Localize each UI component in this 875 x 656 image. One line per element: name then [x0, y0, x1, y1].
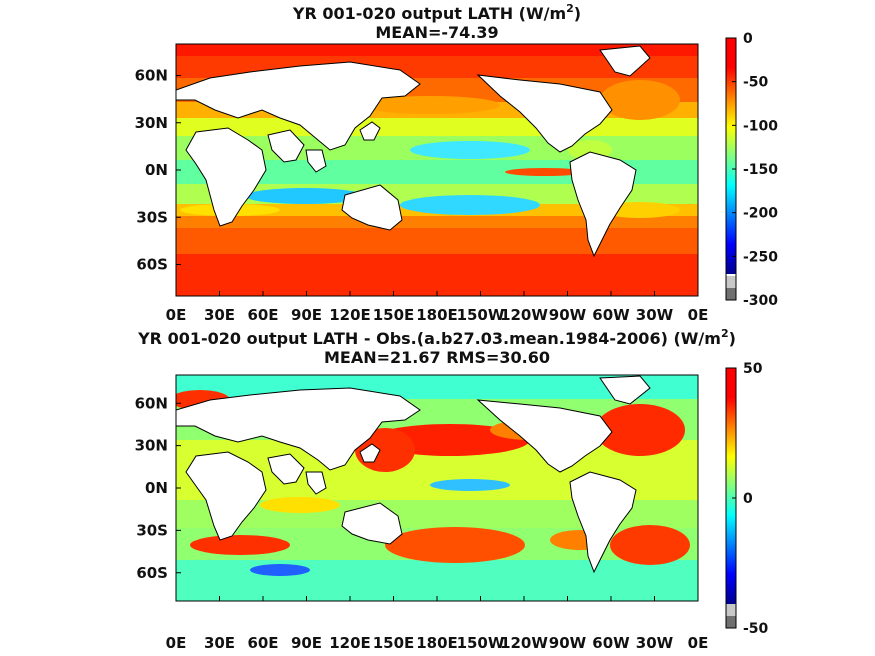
colorbar-tick-label: 0 [743, 31, 753, 47]
x-tick-label: 150W [457, 306, 505, 324]
colorbar-tick-label: -250 [743, 249, 778, 265]
x-tick-label: 60E [247, 634, 278, 652]
colorbar-tick-label: 50 [743, 361, 763, 377]
x-tick-label: 60E [247, 306, 278, 324]
x-tick-label: 60W [592, 306, 630, 324]
x-tick-label: 90E [291, 306, 322, 324]
y-tick-label: 0N [145, 479, 168, 497]
colorbar-ticks: 50 0 -50 [732, 361, 769, 637]
y-tick-label: 60S [136, 564, 168, 582]
y-tick-label: 0N [145, 161, 168, 179]
y-tick-label: 30N [135, 114, 168, 132]
x-tick-label: 180E [416, 306, 458, 324]
colorbar-swatch-darkgray [726, 288, 736, 300]
colorbar-swatch-lightgray [726, 276, 736, 288]
y-tick-label: 30S [136, 521, 168, 539]
land-mask [176, 45, 651, 258]
panel-top: YR 001-020 output LATH (W/m2) MEAN=-74.3… [135, 2, 779, 324]
x-tick-label: 0E [166, 306, 187, 324]
x-tick-label: 150E [373, 306, 415, 324]
chart-title: YR 001-020 output LATH - Obs.(a.b27.03.m… [137, 327, 736, 348]
x-tick-label: 120E [329, 306, 371, 324]
x-tick-label: 60W [592, 634, 630, 652]
colorbar-swatch-darkgray [726, 616, 736, 628]
x-tick-label: 30W [636, 306, 674, 324]
y-tick-label: 60S [136, 256, 168, 274]
x-tick-label: 0E [688, 634, 709, 652]
colorbar-tick-label: -300 [743, 293, 778, 309]
x-tick-label: 120W [500, 634, 548, 652]
x-tick-label: 90W [549, 634, 587, 652]
colorbar-tick-label: -100 [743, 118, 778, 134]
colorbar-swatch-lightgray [726, 604, 736, 616]
colorbar-ticks: 0 -50 -100 -150 -200 -250 -300 [732, 31, 778, 309]
colorbar-tick-label: 0 [743, 491, 753, 507]
x-tick-label: 120E [329, 634, 371, 652]
y-tick-label: 30N [135, 437, 168, 455]
panel-bottom: YR 001-020 output LATH - Obs.(a.b27.03.m… [135, 327, 769, 652]
x-tick-label: 120W [500, 306, 548, 324]
y-tick-label: 60N [135, 394, 168, 412]
colorbar: 50 0 -50 [725, 361, 769, 637]
colorbar-gradient [726, 368, 736, 604]
colorbar-tick-label: -200 [743, 206, 778, 222]
x-tick-label: 30W [636, 634, 674, 652]
map-field [176, 375, 698, 601]
chart-subtitle: MEAN=-74.39 [375, 23, 498, 42]
x-tick-label: 0E [166, 634, 187, 652]
colorbar-tick-label: -50 [743, 621, 769, 637]
x-tick-label: 30E [204, 634, 235, 652]
x-tick-label: 150E [373, 634, 415, 652]
x-tick-label: 0E [688, 306, 709, 324]
y-tick-label: 60N [135, 67, 168, 85]
x-tick-label: 180E [416, 634, 458, 652]
chart-subtitle: MEAN=21.67 RMS=30.60 [324, 348, 550, 367]
land-mask [176, 375, 651, 574]
colorbar-tick-label: -50 [743, 75, 769, 91]
x-tick-label: 30E [204, 306, 235, 324]
y-tick-label: 30S [136, 208, 168, 226]
colorbar-tick-label: -150 [743, 162, 778, 178]
colorbar: 0 -50 -100 -150 -200 -250 -300 [725, 31, 778, 309]
x-tick-label: 90W [549, 306, 587, 324]
map-field [176, 44, 698, 296]
colorbar-gradient [726, 38, 736, 274]
chart-title: YR 001-020 output LATH (W/m2) [292, 2, 581, 23]
x-tick-label: 90E [291, 634, 322, 652]
x-tick-label: 150W [457, 634, 505, 652]
